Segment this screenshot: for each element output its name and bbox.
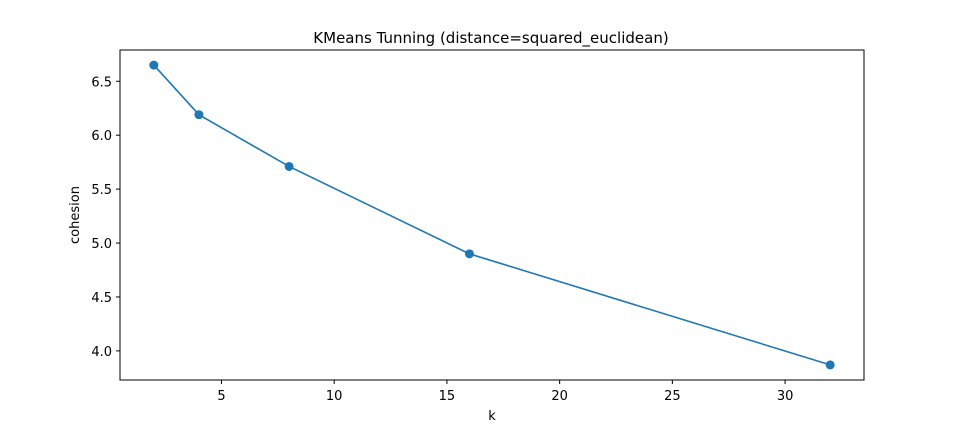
data-point: [149, 60, 159, 70]
plot-area-frame: [119, 49, 865, 381]
y-tick-label: 4.5: [91, 291, 112, 306]
y-tick-label: 4.0: [91, 345, 112, 360]
data-point: [825, 360, 835, 370]
series-line: [153, 64, 831, 366]
data-point: [284, 161, 294, 171]
y-axis-ticks: 4.0 4.5 5.0 5.5 6.0 6.5: [91, 75, 120, 360]
x-tick-label: 25: [664, 389, 681, 404]
data-point: [194, 110, 204, 120]
x-tick-label: 15: [439, 389, 456, 404]
x-tick-label: 30: [777, 389, 794, 404]
data-point: [464, 249, 474, 259]
x-axis-label: k: [488, 409, 496, 424]
y-tick-label: 5.0: [91, 237, 112, 252]
y-tick-label: 5.5: [91, 183, 112, 198]
chart-title: KMeans Tunning (distance=squared_euclide…: [313, 29, 668, 48]
y-tick-label: 6.0: [91, 129, 112, 144]
x-tick-label: 5: [217, 389, 225, 404]
y-axis-label: cohesion: [68, 186, 83, 244]
x-tick-label: 20: [551, 389, 568, 404]
x-tick-label: 10: [326, 389, 343, 404]
series-layer: [149, 60, 835, 370]
y-tick-label: 6.5: [91, 75, 112, 90]
x-axis-ticks: 5 10 15 20 25 30: [217, 380, 793, 404]
